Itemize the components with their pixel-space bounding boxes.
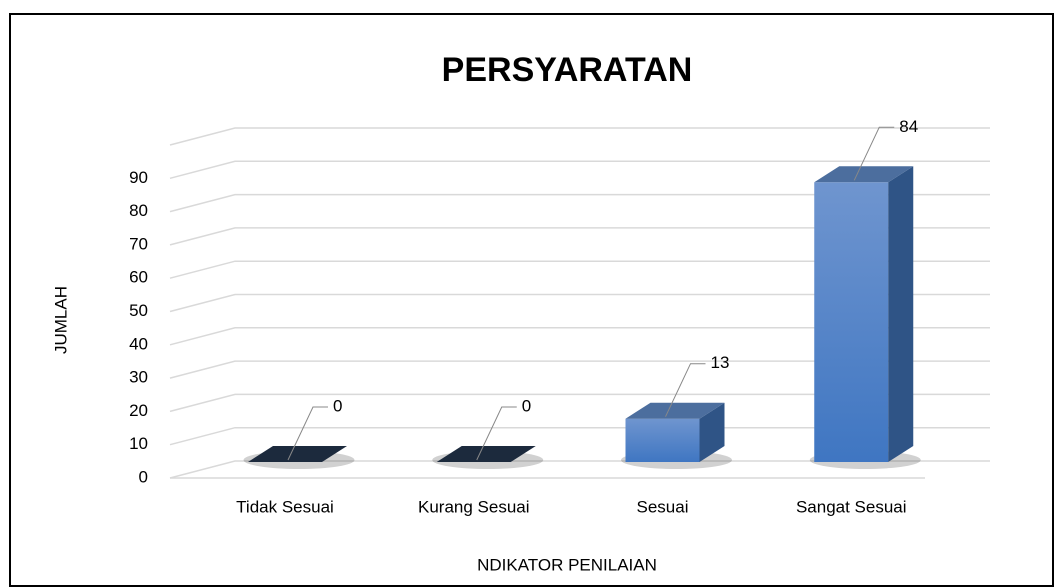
bar-top — [814, 166, 914, 183]
y-tick-label: 20 — [129, 401, 148, 420]
bar — [625, 418, 700, 462]
grid-line — [169, 160, 990, 180]
bar-side — [699, 402, 725, 462]
grid-line — [169, 127, 990, 146]
y-tick-label: 90 — [129, 168, 148, 187]
y-tick-label: 0 — [139, 467, 148, 486]
grid-line — [169, 260, 990, 279]
bar-top — [436, 446, 536, 462]
y-tick-label: 40 — [129, 334, 148, 353]
y-tick-label: 70 — [129, 234, 148, 253]
grid-line — [169, 426, 990, 446]
x-tick-label: Sesuai — [637, 497, 689, 516]
bar-top — [625, 402, 725, 419]
leader-line — [853, 126, 895, 181]
grid-line — [169, 360, 990, 379]
grid-line — [169, 393, 990, 413]
x-tick-label: Tidak Sesuai — [236, 497, 334, 516]
y-tick-label: 80 — [129, 201, 148, 220]
data-label: 0 — [333, 396, 342, 415]
leader-line — [287, 406, 328, 461]
x-axis-label: NDIKATOR PENILAIAN — [477, 555, 657, 574]
y-tick-label: 50 — [129, 301, 148, 320]
leader-line — [665, 363, 706, 417]
y-axis-label: JUMLAH — [51, 286, 70, 354]
y-tick-label: 60 — [129, 268, 148, 287]
data-label: 84 — [899, 117, 918, 136]
chart-title: PERSYARATAN — [442, 51, 693, 89]
grid-line — [169, 227, 990, 246]
grid-line — [169, 293, 990, 313]
data-label: 0 — [522, 396, 531, 415]
grid-line — [169, 327, 990, 346]
leader-line — [476, 406, 517, 461]
bar-side — [888, 166, 914, 462]
x-tick-label: Kurang Sesuai — [418, 497, 530, 516]
bar-top — [248, 446, 347, 462]
y-tick-label: 30 — [129, 368, 148, 387]
x-tick-label: Sangat Sesuai — [796, 497, 907, 516]
bar — [814, 182, 889, 462]
grid-line — [169, 193, 990, 213]
y-tick-label: 10 — [129, 434, 148, 453]
data-label: 13 — [711, 353, 730, 372]
grid-line — [169, 460, 990, 479]
